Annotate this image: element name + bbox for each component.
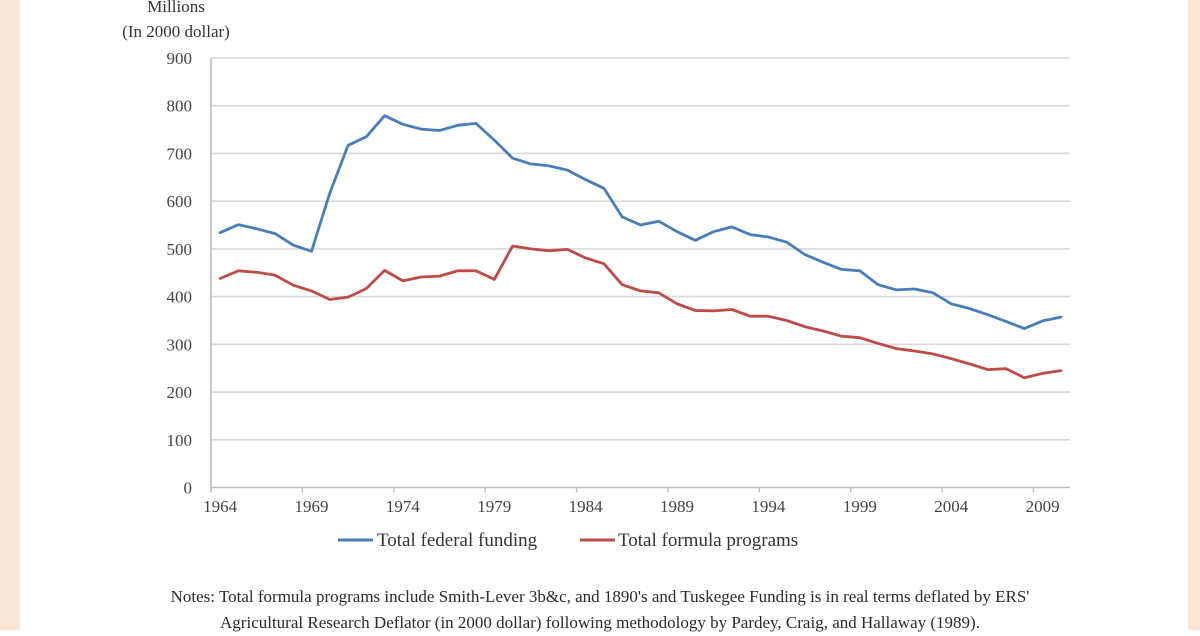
legend: Total federal funding Total formula prog… <box>338 530 798 551</box>
y-tick-label: 900 <box>167 49 193 68</box>
notes-line-1: Notes: Total formula programs include Sm… <box>0 584 1200 610</box>
x-tick-label: 1989 <box>660 497 694 516</box>
series-line-formula <box>220 246 1061 378</box>
x-tick-label: 2009 <box>1026 497 1060 516</box>
y-tick-label: 300 <box>167 335 193 354</box>
x-tick-label: 2004 <box>934 497 969 516</box>
chart-notes: Notes: Total formula programs include Sm… <box>0 584 1200 636</box>
series-lines <box>220 116 1061 378</box>
y-tick-label: 0 <box>184 479 193 498</box>
y-tick-label: 400 <box>167 288 193 307</box>
notes-line-2: Agricultural Research Deflator (in 2000 … <box>0 610 1200 636</box>
y-tick-label: 800 <box>167 97 193 116</box>
x-tick-label: 1969 <box>295 497 329 516</box>
line-chart: 0 100 200 300 400 500 600 700 800 900 1964 1969 197… <box>0 0 1200 570</box>
y-axis-ticks: 0 100 200 300 400 500 600 700 800 900 <box>167 49 193 498</box>
legend-label-federal: Total federal funding <box>377 530 538 551</box>
x-tick-label: 1974 <box>386 497 421 516</box>
x-tick-label: 1964 <box>203 497 238 516</box>
x-tick-label: 1999 <box>843 497 877 516</box>
legend-label-formula: Total formula programs <box>618 530 798 551</box>
gridlines <box>211 58 1070 492</box>
y-tick-label: 700 <box>167 144 193 163</box>
x-tick-label: 1979 <box>477 497 511 516</box>
y-tick-label: 100 <box>167 431 193 450</box>
x-axis: 1964 1969 1974 1979 1984 1989 1994 1999 2004 2009 <box>203 488 1059 517</box>
y-tick-label: 500 <box>167 240 193 259</box>
x-tick-label: 1994 <box>751 497 786 516</box>
y-tick-label: 200 <box>167 383 193 402</box>
x-tick-label: 1984 <box>569 497 604 516</box>
y-tick-label: 600 <box>167 192 193 211</box>
